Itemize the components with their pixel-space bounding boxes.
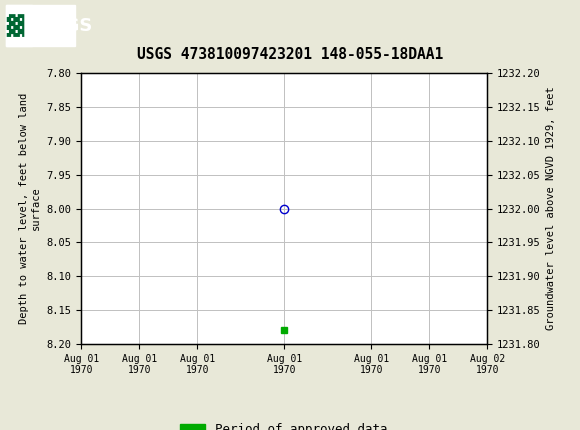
Text: ▓: ▓ <box>6 15 23 37</box>
Bar <box>6 5 32 46</box>
Text: USGS: USGS <box>38 17 93 35</box>
Text: USGS 473810097423201 148-055-18DAA1: USGS 473810097423201 148-055-18DAA1 <box>137 47 443 62</box>
Y-axis label: Groundwater level above NGVD 1929, feet: Groundwater level above NGVD 1929, feet <box>546 87 556 330</box>
FancyBboxPatch shape <box>6 5 75 46</box>
Legend: Period of approved data: Period of approved data <box>175 418 393 430</box>
Y-axis label: Depth to water level, feet below land
surface: Depth to water level, feet below land su… <box>19 93 41 324</box>
